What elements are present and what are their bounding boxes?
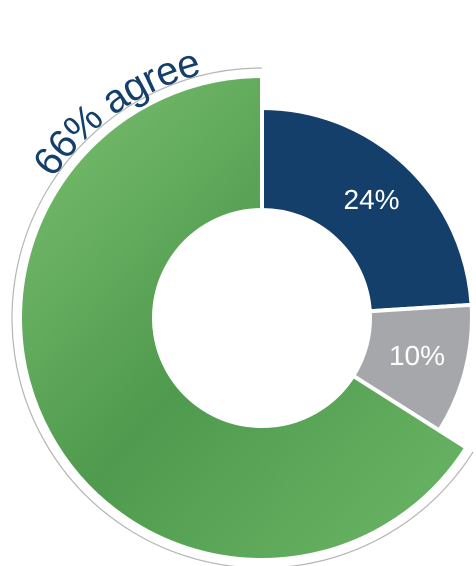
chart: 24%10%66% agree bbox=[0, 0, 476, 566]
donut-hole bbox=[156, 212, 368, 424]
segment-label: 10% bbox=[389, 340, 445, 371]
segment-label: 24% bbox=[344, 184, 400, 215]
